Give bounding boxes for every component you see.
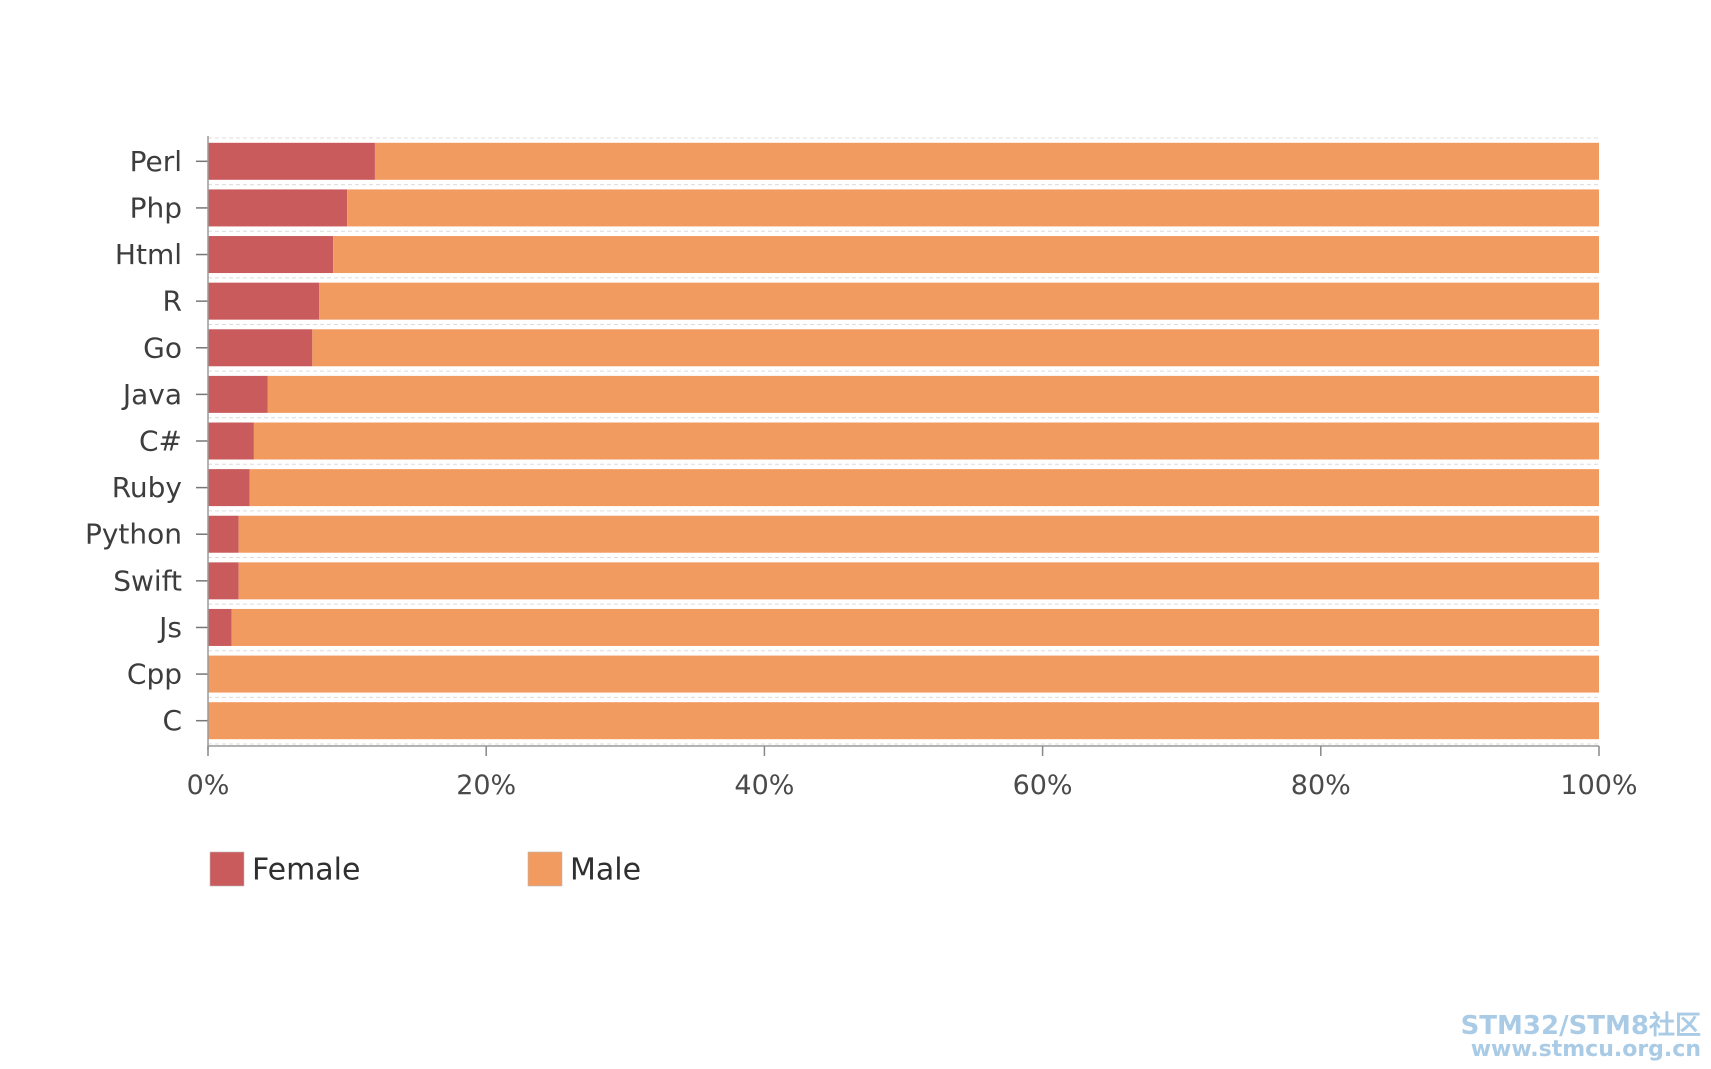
- x-tick-label: 40%: [734, 770, 794, 801]
- bar-male-go: [312, 329, 1600, 367]
- y-tick-label: Swift: [113, 564, 182, 597]
- bar-female-php: [208, 189, 348, 227]
- bar-male-php: [347, 189, 1600, 227]
- bar-male-java: [267, 375, 1599, 413]
- legend-item-male[interactable]: Male: [527, 851, 641, 888]
- bar-female-go: [208, 329, 313, 367]
- x-tick-label: 100%: [1560, 770, 1637, 801]
- watermark-line-1: STM32/STM8社区: [1460, 1011, 1701, 1041]
- y-tick-label: C#: [139, 425, 182, 458]
- grid-lines: [208, 137, 1599, 745]
- watermark-line-2: www.stmcu.org.cn: [1470, 1037, 1701, 1062]
- y-tick-label: Go: [143, 331, 182, 364]
- y-tick-label: R: [163, 285, 182, 318]
- bar-male-python: [238, 515, 1599, 553]
- x-tick-label: 60%: [1013, 770, 1073, 801]
- legend-item-female[interactable]: Female: [209, 851, 360, 888]
- bar-female-perl: [208, 142, 375, 180]
- bar-male-cpp: [208, 655, 1599, 693]
- bar-female-java: [208, 375, 268, 413]
- y-tick-label: Ruby: [112, 471, 182, 504]
- y-tick-label: Php: [130, 191, 182, 224]
- legend-swatch-male: [527, 851, 563, 887]
- bar-male-html: [333, 236, 1600, 274]
- y-tick-label: Java: [121, 378, 182, 411]
- bar-male-js: [231, 608, 1600, 646]
- y-tick-label: Html: [115, 238, 182, 271]
- legend-label-male: Male: [570, 853, 641, 888]
- watermark: STM32/STM8社区 www.stmcu.org.cn: [1461, 1013, 1701, 1061]
- y-tick-label: Cpp: [127, 658, 182, 691]
- bar-male-c-: [253, 422, 1600, 460]
- bar-female-python: [208, 515, 239, 553]
- bar-female-js: [208, 608, 232, 646]
- bar-male-swift: [238, 562, 1599, 600]
- bar-female-r: [208, 282, 320, 320]
- bar-female-html: [208, 236, 334, 274]
- bars: [208, 142, 1600, 740]
- x-tick-label: 0%: [187, 770, 230, 801]
- axes: Perl Php Html R Go Java C# Ruby Python Swift Js Cpp…: [85, 136, 1638, 801]
- x-tick-label: 80%: [1291, 770, 1351, 801]
- bar-female-c-: [208, 422, 254, 460]
- legend-swatch-female: [209, 851, 245, 887]
- bar-male-r: [319, 282, 1599, 320]
- y-tick-label: Js: [157, 611, 182, 644]
- legend-label-female: Female: [252, 853, 360, 888]
- y-tick-label: Perl: [130, 145, 182, 178]
- x-tick-label: 20%: [456, 770, 516, 801]
- bar-female-ruby: [208, 469, 250, 507]
- bar-male-c: [208, 702, 1599, 740]
- y-tick-label: C: [162, 704, 182, 737]
- bar-male-perl: [374, 142, 1599, 180]
- bar-male-ruby: [249, 469, 1600, 507]
- legend[interactable]: Female Male: [209, 851, 641, 888]
- y-tick-label: Python: [85, 518, 182, 551]
- bar-female-swift: [208, 562, 239, 600]
